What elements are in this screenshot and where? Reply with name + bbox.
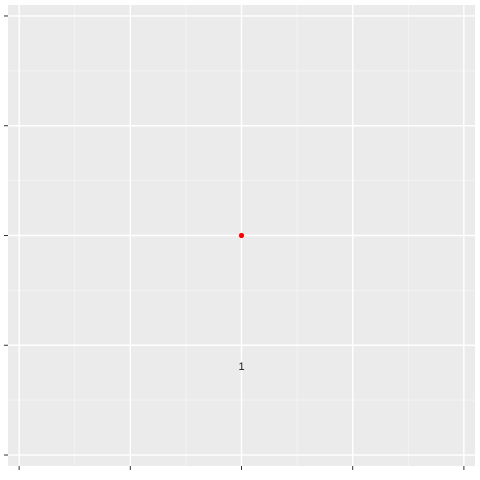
annotation-label: 1	[238, 361, 244, 373]
axis-ticks	[4, 15, 465, 470]
data-point	[238, 232, 245, 239]
data-points	[238, 232, 245, 239]
annotations: 1	[238, 361, 244, 373]
